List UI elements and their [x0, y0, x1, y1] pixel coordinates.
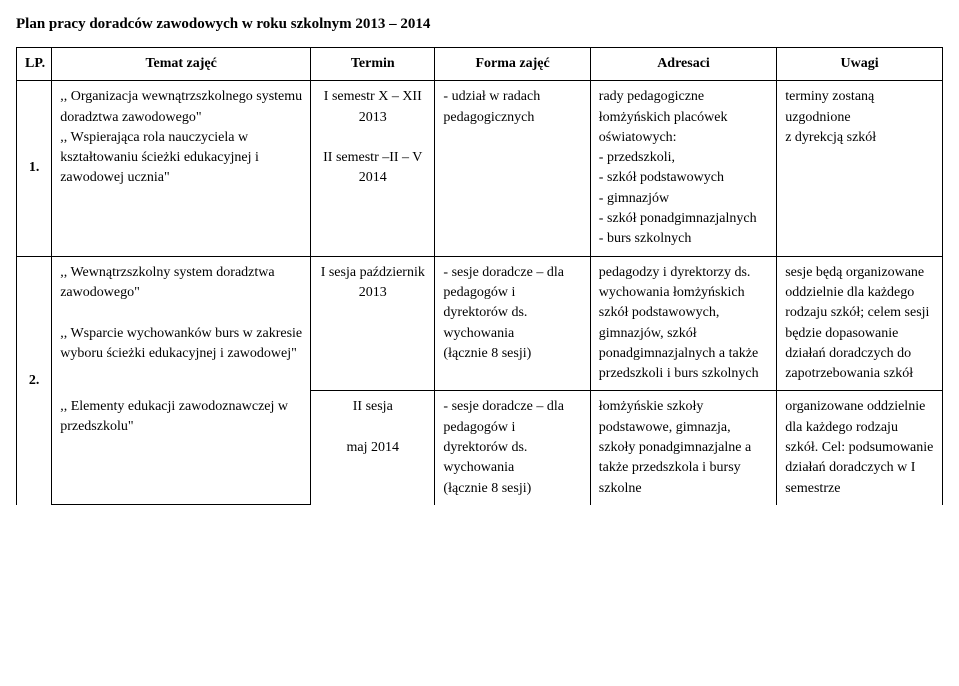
cell-notes: organizowane oddzielnie dla każdego rodz… [777, 391, 943, 505]
cell-form: - sesje doradcze – dla pedagogów i dyrek… [435, 391, 590, 505]
cell-topic: ,, Wewnątrzszkolny system doradztwa zawo… [52, 256, 311, 391]
cell-addressees: pedagodzy i dyrektorzy ds. wychowania ło… [590, 256, 776, 391]
cell-topic: ,, Organizacja wewnątrzszkolnego systemu… [52, 81, 311, 256]
cell-lp: 2. [17, 256, 52, 505]
table-row: 1. ,, Organizacja wewnątrzszkolnego syst… [17, 81, 943, 256]
cell-form: - sesje doradcze – dla pedagogów i dyrek… [435, 256, 590, 391]
cell-form: - udział w radach pedagogicznych [435, 81, 590, 256]
header-addressees: Adresaci [590, 48, 776, 81]
header-lp: LP. [17, 48, 52, 81]
cell-term: I sesja październik 2013 [311, 256, 435, 391]
cell-addressees: rady pedagogiczne łomżyńskich placówek o… [590, 81, 776, 256]
cell-term: II sesja maj 2014 [311, 391, 435, 505]
cell-topic: ,, Elementy edukacji zawodoznawczej w pr… [52, 391, 311, 505]
cell-addressees: łomżyńskie szkoły podstawowe, gimnazja, … [590, 391, 776, 505]
table-header-row: LP. Temat zajęć Termin Forma zajęć Adres… [17, 48, 943, 81]
header-form: Forma zajęć [435, 48, 590, 81]
table-row: 2. ,, Wewnątrzszkolny system doradztwa z… [17, 256, 943, 391]
header-topic: Temat zajęć [52, 48, 311, 81]
page-title: Plan pracy doradców zawodowych w roku sz… [16, 16, 943, 33]
header-notes: Uwagi [777, 48, 943, 81]
cell-lp: 1. [17, 81, 52, 256]
plan-table: LP. Temat zajęć Termin Forma zajęć Adres… [16, 47, 943, 505]
cell-notes: sesje będą organizowane oddzielnie dla k… [777, 256, 943, 391]
table-row: ,, Elementy edukacji zawodoznawczej w pr… [17, 391, 943, 505]
header-term: Termin [311, 48, 435, 81]
cell-notes: terminy zostaną uzgodnione z dyrekcją sz… [777, 81, 943, 256]
cell-term: I semestr X – XII 2013 II semestr –II – … [311, 81, 435, 256]
